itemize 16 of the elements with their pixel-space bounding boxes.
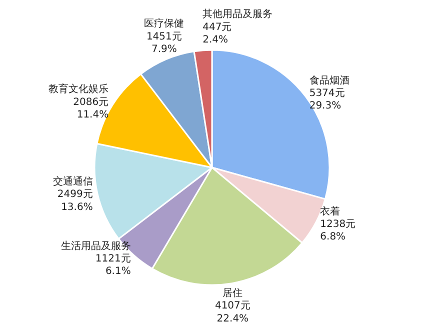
slice-label: 教育文化娱乐 bbox=[48, 83, 109, 96]
data-label: 1238元 6.8% bbox=[320, 218, 356, 243]
slice-label: 交通通信 bbox=[52, 176, 93, 188]
slice-label: 衣着 bbox=[320, 205, 340, 218]
slice-label: 医疗保健 bbox=[144, 18, 184, 30]
data-label: 2086元 11.4% bbox=[73, 96, 109, 120]
slice-label: 其他用品及服务 bbox=[202, 8, 273, 20]
data-label: 4107元 22.4% bbox=[214, 300, 250, 324]
slice-label: 生活用品及服务 bbox=[60, 240, 131, 252]
data-label: 1121元 6.1% bbox=[95, 253, 131, 278]
data-label: 447元 2.4% bbox=[202, 22, 232, 46]
slice-label: 居住 bbox=[222, 288, 243, 300]
data-label: 1451元 7.9% bbox=[146, 31, 182, 55]
data-label: 2499元 13.6% bbox=[57, 189, 93, 213]
data-label: 5374元 29.3% bbox=[309, 88, 345, 112]
slice-label: 食品烟酒 bbox=[309, 74, 350, 86]
